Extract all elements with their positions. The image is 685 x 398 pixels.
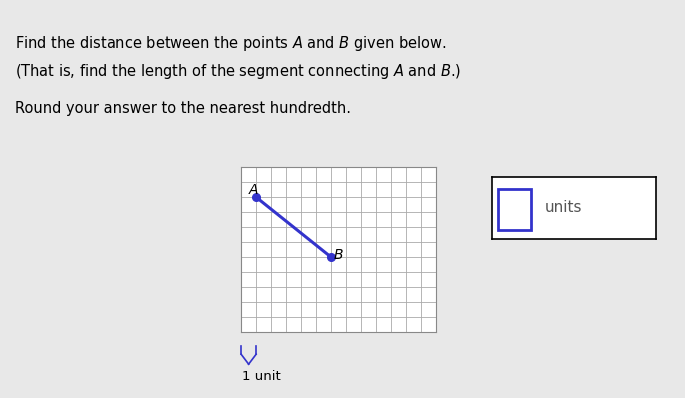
Text: (That is, find the length of the segment connecting $A$ and $B$.): (That is, find the length of the segment…: [15, 62, 461, 81]
Text: $A$: $A$: [248, 183, 259, 197]
Text: 1 unit: 1 unit: [242, 370, 281, 383]
Text: Round your answer to the nearest hundredth.: Round your answer to the nearest hundred…: [15, 101, 351, 117]
Text: units: units: [545, 201, 582, 215]
Text: Find the distance between the points $A$ and $B$ given below.: Find the distance between the points $A$…: [15, 34, 447, 53]
FancyBboxPatch shape: [499, 189, 532, 230]
Text: $B$: $B$: [334, 248, 344, 262]
